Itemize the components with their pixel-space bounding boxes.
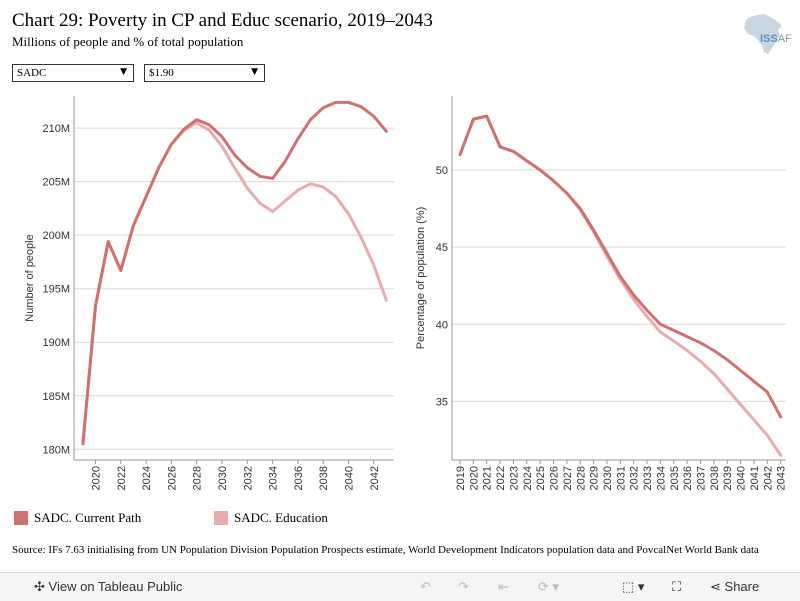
x-tick-label: 2034 <box>268 466 280 490</box>
x-tick-label: 2028 <box>192 466 204 490</box>
region-dropdown-value: SADC <box>17 67 47 79</box>
x-tick-label: 2020 <box>468 466 480 490</box>
chevron-down-icon: ▼ <box>120 67 127 77</box>
x-tick-label: 2030 <box>217 466 229 490</box>
series-line-education <box>81 121 388 446</box>
iss-logo-text: ISSAF <box>760 33 792 45</box>
x-tick-label: 2042 <box>369 466 381 490</box>
y-tick-label: 45 <box>436 242 448 254</box>
share-button[interactable]: ⋖ Share <box>710 579 759 595</box>
x-tick-label: 2038 <box>709 466 721 490</box>
y-tick-label: 210M <box>42 123 70 135</box>
share-label: Share <box>724 579 760 594</box>
series-line-current-path <box>458 114 783 419</box>
x-tick-label: 2028 <box>575 466 587 490</box>
x-tick-label: 2040 <box>736 466 748 490</box>
undo-icon[interactable]: ↶ <box>420 579 431 594</box>
x-tick-label: 2035 <box>669 466 681 490</box>
y-axis-label: Number of people <box>24 234 36 321</box>
y-tick-label: 185M <box>42 391 70 403</box>
tableau-toolbar: ✣ View on Tableau Public ↶ ↷ ⇤ ⟳ ▾ ⬚ ▾ ⛶… <box>0 572 800 601</box>
y-tick-label: 40 <box>436 319 448 331</box>
y-tick-label: 205M <box>42 177 70 189</box>
x-tick-label: 2032 <box>629 466 641 490</box>
x-tick-label: 2030 <box>602 466 614 490</box>
x-tick-label: 2034 <box>655 466 667 490</box>
x-tick-label: 2022 <box>116 466 128 490</box>
share-icon: ⋖ <box>710 579 721 594</box>
legend-label: SADC. Current Path <box>34 510 142 525</box>
legend-label: SADC. Education <box>234 510 328 525</box>
x-tick-label: 2029 <box>589 466 601 490</box>
x-tick-label: 2019 <box>455 466 467 490</box>
legend-swatch-current-path <box>14 511 28 525</box>
x-tick-label: 2032 <box>242 466 254 490</box>
x-tick-label: 2027 <box>562 466 574 490</box>
legend-item-education[interactable]: SADC. Education <box>214 510 328 526</box>
x-tick-label: 2041 <box>749 466 761 490</box>
view-on-tableau-label: View on Tableau Public <box>48 579 183 594</box>
y-tick-label: 190M <box>42 337 70 349</box>
x-tick-label: 2036 <box>682 466 694 490</box>
source-note: Source: IFs 7.63 initialising from UN Po… <box>12 544 759 556</box>
threshold-dropdown-value: $1.90 <box>149 67 174 79</box>
africa-logo-icon <box>744 14 782 54</box>
y-tick-label: 195M <box>42 284 70 296</box>
x-tick-label: 2023 <box>508 466 520 490</box>
x-tick-label: 2037 <box>695 466 707 490</box>
download-icon[interactable]: ⬚ ▾ <box>622 579 645 594</box>
y-tick-label: 35 <box>436 396 448 408</box>
revert-icon[interactable]: ⇤ <box>498 579 509 594</box>
x-tick-label: 2021 <box>482 466 494 490</box>
refresh-icon[interactable]: ⟳ ▾ <box>538 579 560 594</box>
x-tick-label: 2043 <box>776 466 788 490</box>
y-tick-label: 200M <box>42 230 70 242</box>
legend-swatch-education <box>214 511 228 525</box>
x-tick-label: 2042 <box>762 466 774 490</box>
series-line-education <box>458 114 783 457</box>
x-tick-label: 2031 <box>615 466 627 490</box>
x-tick-label: 2024 <box>141 466 153 490</box>
chart-title: Chart 29: Poverty in CP and Educ scenari… <box>12 10 433 31</box>
x-tick-label: 2033 <box>642 466 654 490</box>
x-tick-label: 2025 <box>535 466 547 490</box>
view-on-tableau-link[interactable]: ✣ View on Tableau Public <box>34 579 182 595</box>
region-dropdown[interactable]: SADC ▼ <box>12 64 134 82</box>
x-tick-label: 2022 <box>495 466 507 490</box>
y-tick-label: 50 <box>436 165 448 177</box>
x-tick-label: 2024 <box>522 466 534 490</box>
chevron-down-icon: ▼ <box>251 67 258 77</box>
x-tick-label: 2026 <box>549 466 561 490</box>
x-tick-label: 2026 <box>166 466 178 490</box>
tableau-icon: ✣ <box>34 579 45 594</box>
series-line-current-path <box>81 100 388 446</box>
x-tick-label: 2038 <box>318 466 330 490</box>
x-tick-label: 2039 <box>722 466 734 490</box>
redo-icon[interactable]: ↷ <box>458 579 469 594</box>
x-tick-label: 2036 <box>293 466 305 490</box>
threshold-dropdown[interactable]: $1.90 ▼ <box>144 64 265 82</box>
x-tick-label: 2040 <box>343 466 355 490</box>
y-axis-label: Percentage of population (%) <box>415 207 427 349</box>
chart-subtitle: Millions of people and % of total popula… <box>12 34 244 49</box>
legend-item-current-path[interactable]: SADC. Current Path <box>14 510 141 526</box>
fullscreen-icon[interactable]: ⛶ <box>672 579 682 594</box>
y-tick-label: 180M <box>42 444 70 456</box>
x-tick-label: 2020 <box>91 466 103 490</box>
